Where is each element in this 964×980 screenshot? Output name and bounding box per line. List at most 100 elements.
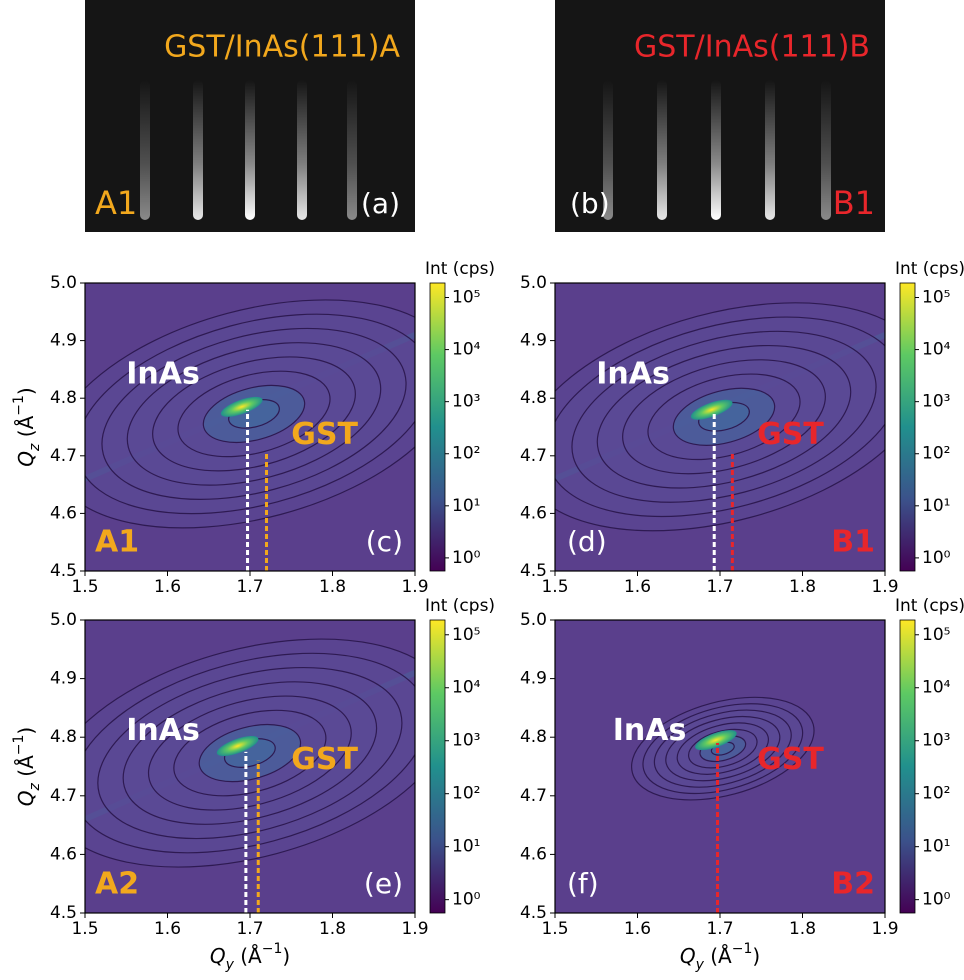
colorbar-tick-label: 10² (922, 444, 950, 464)
label-part: Q (14, 451, 38, 467)
y-tick-label: 5.0 (520, 610, 547, 630)
label-part: ) (14, 727, 38, 735)
colorbar-title: Int (cps) (895, 596, 964, 616)
rheed-panel-label: (b) (570, 187, 610, 220)
y-tick-label: 4.7 (50, 446, 77, 466)
colorbar-tick-label: 10³ (922, 392, 950, 412)
rheed-streak (711, 80, 721, 220)
colorbar-tick-label: 10⁴ (922, 678, 951, 698)
colorbar (900, 283, 915, 571)
y-tick-label: 4.9 (50, 669, 77, 689)
label-part: −1 (11, 395, 27, 416)
sample-label: A1 (95, 525, 139, 560)
x-tick-label: 1.7 (706, 919, 733, 939)
label-part: (Å (704, 944, 732, 968)
x-tick-label: 1.8 (789, 919, 816, 939)
colorbar-tick-label: 10⁰ (452, 890, 481, 910)
label-part: (Å (14, 415, 38, 443)
colorbar-tick-label: 10⁵ (922, 625, 950, 645)
panel-label: (e) (364, 867, 403, 900)
rheed-sample: B1 (833, 184, 875, 222)
y-tick-label: 4.6 (520, 503, 547, 523)
colorbar-tick-label: 10¹ (452, 496, 480, 516)
colorbar-title: Int (cps) (425, 596, 495, 616)
annotation: GST (291, 742, 358, 777)
annotation: InAs (613, 713, 687, 748)
label-part: −1 (11, 735, 27, 756)
label-part: (Å (234, 944, 262, 968)
colorbar-tick-label: 10⁰ (922, 548, 951, 568)
y-tick-label: 4.5 (520, 561, 547, 581)
label-part: ) (14, 387, 38, 395)
x-tick-label: 1.6 (624, 919, 651, 939)
label-part: ) (282, 944, 290, 968)
label-part: Q (680, 944, 696, 968)
y-tick-label: 4.8 (50, 727, 77, 747)
label-part: Q (14, 790, 38, 806)
y-tick-label: 4.8 (520, 727, 547, 747)
x-tick-label: 1.7 (236, 577, 263, 597)
colorbar-tick-label: 10³ (452, 731, 480, 751)
x-tick-label: 1.7 (706, 577, 733, 597)
x-axis-label: Qy (Å−1) (210, 941, 290, 973)
colorbar-tick-label: 10⁴ (452, 678, 481, 698)
colorbar-tick-label: 10⁵ (922, 288, 950, 308)
rheed-streak (347, 80, 357, 220)
x-tick-label: 1.6 (624, 577, 651, 597)
colorbar-tick-label: 10² (452, 444, 480, 464)
x-tick-label: 1.9 (871, 577, 898, 597)
figure: GST/InAs(111)AA1(a)GST/InAs(111)BB1(b)1.… (0, 0, 964, 976)
colorbar-tick-label: 10⁵ (452, 288, 480, 308)
x-tick-label: 1.9 (401, 919, 428, 939)
y-tick-label: 4.7 (520, 786, 547, 806)
annotation: InAs (126, 713, 200, 748)
annotation: GST (757, 417, 824, 452)
colorbar-tick-label: 10⁴ (922, 340, 951, 360)
rheed-panel-label: (a) (361, 187, 400, 220)
annotation: GST (757, 742, 824, 777)
x-tick-label: 1.9 (871, 919, 898, 939)
colorbar-tick-label: 10¹ (922, 837, 950, 857)
colorbar-tick-label: 10² (922, 784, 950, 804)
y-tick-label: 4.5 (50, 903, 77, 923)
label-part: (Å (14, 755, 38, 783)
rheed-streak (245, 80, 255, 220)
rheed-streak (297, 80, 307, 220)
x-tick-label: 1.8 (319, 919, 346, 939)
x-tick-label: 1.6 (154, 919, 181, 939)
rheed-streak (765, 80, 775, 220)
label-part: −1 (262, 941, 283, 957)
y-axis-label: Qz (Å−1) (11, 387, 43, 466)
sample-label: B2 (831, 867, 875, 902)
sample-label: A2 (95, 867, 139, 902)
y-tick-label: 4.6 (520, 844, 547, 864)
colorbar-tick-label: 10⁵ (452, 625, 480, 645)
rheed-streak (657, 80, 667, 220)
sample-label: B1 (831, 525, 875, 560)
label-part: −1 (732, 941, 753, 957)
y-tick-label: 4.7 (50, 786, 77, 806)
y-tick-label: 4.9 (50, 331, 77, 351)
y-tick-label: 4.9 (520, 331, 547, 351)
annotation: GST (291, 417, 358, 452)
label-part: ) (752, 944, 760, 968)
colorbar (900, 620, 915, 913)
y-tick-label: 5.0 (520, 273, 547, 293)
annotation: InAs (596, 357, 670, 392)
colorbar-title: Int (cps) (425, 259, 495, 279)
annotation: InAs (126, 357, 200, 392)
y-tick-label: 4.7 (520, 446, 547, 466)
colorbar-tick-label: 10⁴ (452, 340, 481, 360)
x-tick-label: 1.8 (789, 577, 816, 597)
colorbar-tick-label: 10⁰ (922, 890, 951, 910)
x-tick-label: 1.9 (401, 577, 428, 597)
y-tick-label: 4.9 (520, 669, 547, 689)
rheed-title: GST/InAs(111)A (164, 30, 400, 65)
colorbar-tick-label: 10¹ (452, 837, 480, 857)
y-tick-label: 4.8 (520, 388, 547, 408)
colorbar-title: Int (cps) (895, 259, 964, 279)
panel-label: (d) (567, 525, 607, 558)
y-tick-label: 4.5 (520, 903, 547, 923)
colorbar-tick-label: 10³ (922, 731, 950, 751)
y-tick-label: 4.8 (50, 388, 77, 408)
